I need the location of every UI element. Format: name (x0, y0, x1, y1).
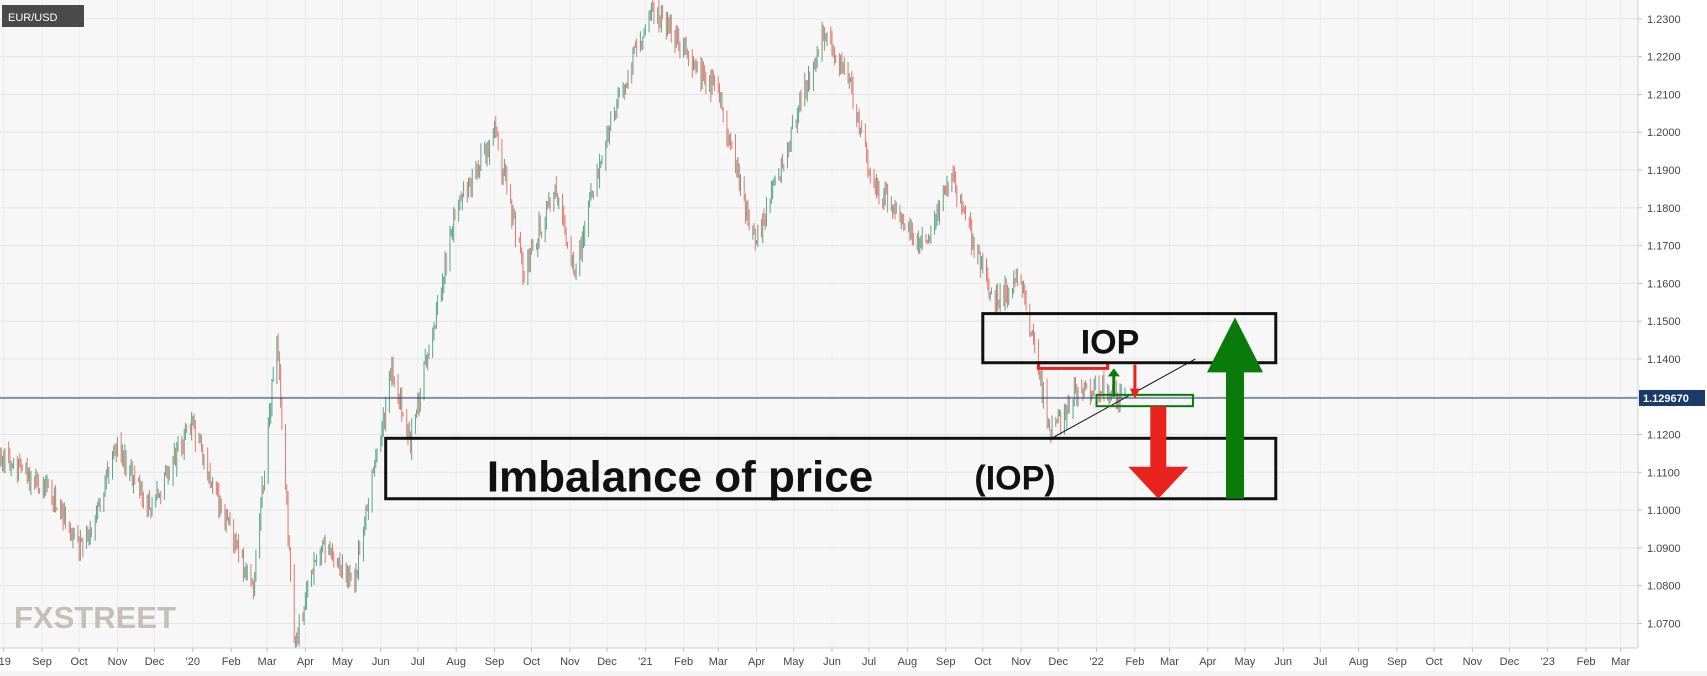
y-tick-label: 1.1700 (1647, 241, 1681, 253)
x-tick-label: Feb (222, 656, 241, 668)
watermark-logo: FXSTREET (14, 600, 176, 635)
y-tick-label: 1.0800 (1647, 581, 1681, 593)
x-tick-label: '22 (1089, 656, 1103, 668)
x-tick-label: Oct (974, 656, 991, 668)
x-tick-label: Sep (1387, 656, 1407, 668)
y-tick-label: 1.0900 (1647, 543, 1681, 555)
x-tick-label: '21 (638, 656, 652, 668)
x-tick-label: Oct (71, 656, 88, 668)
x-tick-label: Sep (485, 656, 505, 668)
y-tick-label: 1.1000 (1647, 505, 1681, 517)
plot-background (0, 0, 1638, 648)
x-tick-label: Jul (1313, 656, 1327, 668)
x-tick-label: Apr (1199, 656, 1216, 668)
x-tick-label: Nov (560, 656, 580, 668)
x-tick-label: '19 (0, 656, 11, 668)
x-tick-label: Mar (1160, 656, 1179, 668)
x-tick-label: Aug (898, 656, 918, 668)
iop-top-label: IOP (1081, 324, 1140, 362)
y-tick-label: 1.1200 (1647, 430, 1681, 442)
current-price-badge-text: 1.129670 (1643, 393, 1689, 405)
x-tick-label: Aug (1349, 656, 1369, 668)
gridlines (0, 0, 1638, 648)
big-red-down-arrow (1128, 406, 1189, 499)
y-tick-label: 1.1100 (1647, 467, 1680, 479)
y-axis: 1.2300 1.2200 1.2100 1.2000 1.1900 1.1800 1.17… (1638, 14, 1705, 630)
x-tick-label: Mar (1611, 656, 1630, 668)
y-tick-label: 1.1800 (1647, 203, 1681, 215)
x-tick-label: Mar (709, 656, 728, 668)
y-tick-label: 1.2300 (1647, 14, 1681, 26)
y-tick-label: 1.2200 (1647, 52, 1681, 64)
x-tick-label: Jun (1274, 656, 1292, 668)
x-tick-label: Sep (936, 656, 956, 668)
x-tick-label: Dec (145, 656, 165, 668)
x-tick-label: May (332, 656, 353, 668)
x-axis: '19 Sep Oct Nov Dec '20 Feb Mar Apr May Jun Jul Aug S… (0, 648, 1630, 668)
x-tick-label: Jul (411, 656, 425, 668)
iop-bottom-label: Imbalance of price (487, 453, 873, 502)
y-tick-label: 1.2100 (1647, 89, 1681, 101)
iop-top-box (981, 312, 1278, 365)
x-tick-label: Aug (446, 656, 466, 668)
current-price-badge-bg (1639, 389, 1705, 406)
symbol-label[interactable]: EUR/USD (2, 5, 84, 27)
y-tick-label: 1.1500 (1647, 316, 1681, 328)
small-red-down-arrow (1129, 364, 1140, 399)
x-tick-label: Dec (1500, 656, 1520, 668)
small-green-up-arrow (1107, 368, 1120, 397)
x-tick-label: Mar (258, 656, 277, 668)
iop-bottom-box (384, 436, 1278, 501)
x-tick-label: Oct (1425, 656, 1442, 668)
x-tick-label: '23 (1541, 656, 1555, 668)
x-tick-label: May (1234, 656, 1255, 668)
x-tick-label: Apr (297, 656, 314, 668)
x-tick-label: Dec (597, 656, 617, 668)
y-tick-label: 1.1600 (1647, 278, 1681, 290)
trendline (1049, 358, 1196, 440)
y-tick-label: 1.0700 (1647, 618, 1681, 630)
x-tick-label: Feb (1577, 656, 1596, 668)
x-tick-label: Jun (372, 656, 390, 668)
candles (0, 0, 1126, 648)
axis-background-right (1638, 0, 1707, 671)
x-tick-label: Jul (862, 656, 876, 668)
current-price-badge: 1.129670 (1639, 389, 1705, 406)
iop-bottom-label-suffix: (IOP) (974, 460, 1055, 498)
axis-background-bottom (0, 648, 1638, 671)
x-tick-label: Nov (1011, 656, 1031, 668)
x-tick-label: Sep (32, 656, 52, 668)
green-zone-box (1095, 393, 1194, 408)
x-tick-label: Jun (823, 656, 841, 668)
x-tick-label: Feb (674, 656, 693, 668)
big-green-up-arrow (1207, 317, 1263, 499)
x-tick-label: Nov (108, 656, 128, 668)
symbol-label-text: EUR/USD (8, 12, 58, 24)
x-tick-label: Dec (1048, 656, 1068, 668)
x-tick-label: Feb (1125, 656, 1144, 668)
y-tick-label: 1.2000 (1647, 127, 1681, 139)
x-tick-label: May (783, 656, 804, 668)
annotations: IOP Imbalance of price (IOP) (0, 312, 1638, 502)
x-tick-label: Nov (1463, 656, 1483, 668)
x-tick-label: '20 (186, 656, 200, 668)
y-tick-label: 1.1900 (1647, 165, 1681, 177)
x-tick-label: Apr (748, 656, 765, 668)
x-tick-label: Oct (523, 656, 540, 668)
y-tick-label: 1.1400 (1647, 354, 1681, 366)
